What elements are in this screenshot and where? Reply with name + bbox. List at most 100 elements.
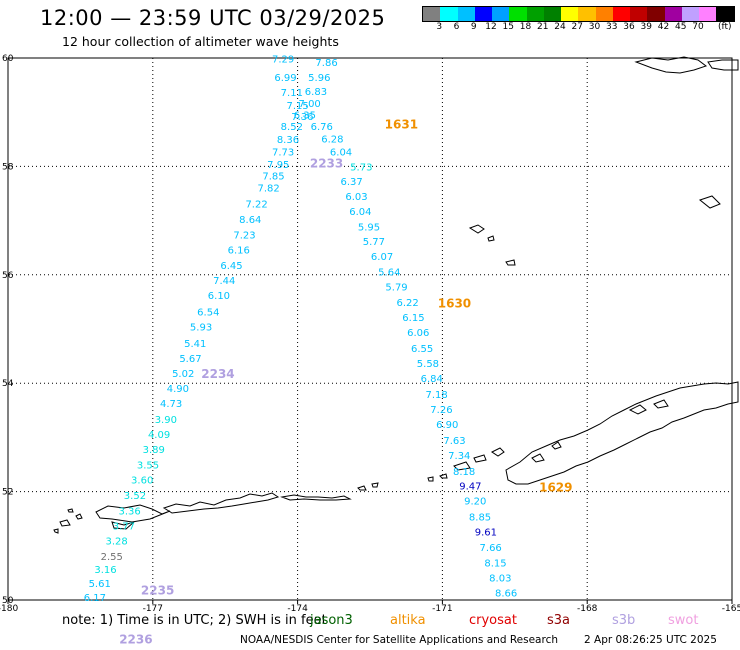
wave-height-value: 5.64 — [378, 267, 400, 278]
wave-height-value: 6.17 — [84, 593, 106, 604]
colorbar-swatch — [526, 7, 544, 21]
wave-height-value: 4.09 — [148, 430, 170, 441]
satellite-legend-altika: altika — [390, 613, 426, 628]
colorbar-unit: (ft) — [718, 22, 732, 32]
pass-time-label: 1630 — [438, 296, 471, 310]
satellite-legend-cryosat: cryosat — [469, 613, 517, 628]
wave-height-value: 5.02 — [172, 369, 194, 380]
wave-height-value: 7.34 — [448, 451, 470, 462]
wave-height-value: 6.07 — [371, 252, 393, 263]
wave-height-value: 5.93 — [190, 323, 212, 334]
satellite-legend-s3a: s3a — [547, 613, 571, 628]
wave-height-value: 8.64 — [239, 215, 261, 226]
colorbar-tick-label: 24 — [554, 22, 566, 32]
wave-height-value: 7.95 — [267, 160, 289, 171]
colorbar-swatch — [612, 7, 630, 21]
map-frame — [7, 57, 733, 601]
lat-tick-label: 54 — [2, 379, 14, 389]
wave-height-value: 3.89 — [143, 445, 165, 456]
colorbar-tick-label: 36 — [623, 22, 635, 32]
lat-tick-label: 56 — [2, 271, 14, 281]
lon-tick-label: -168 — [577, 604, 598, 614]
wave-height-value: 6.04 — [330, 148, 352, 159]
colorbar-tick-label: 33 — [606, 22, 618, 32]
colorbar-swatch — [457, 7, 475, 21]
colorbar-swatch — [474, 7, 492, 21]
wave-height-value: 6.15 — [402, 313, 424, 324]
satellite-legend-jason3: jason3 — [310, 613, 353, 628]
wave-height-value: 6.35 — [294, 111, 316, 122]
lat-tick-label: 50 — [2, 596, 14, 606]
wave-height-value: 5.79 — [385, 283, 407, 294]
wave-height-value: 7.44 — [213, 276, 235, 287]
lat-tick-label: 52 — [2, 488, 13, 498]
pass-time-label: 2235 — [141, 584, 174, 598]
lat-tick-label: 60 — [2, 54, 14, 64]
wave-height-value: 7.63 — [443, 436, 465, 447]
wave-height-value: 2.55 — [101, 552, 123, 563]
wave-height-value: 7.66 — [480, 543, 502, 554]
wave-height-value: 5.77 — [363, 237, 385, 248]
colorbar-tick-label: 30 — [588, 22, 601, 32]
colorbar-tick-label: 15 — [502, 22, 514, 32]
coastline — [53, 56, 739, 534]
wave-height-value: 6.37 — [341, 177, 363, 188]
wave-height-value: 7.86 — [315, 58, 337, 69]
colorbar-swatch — [630, 7, 648, 21]
wave-height-value: 5.67 — [179, 354, 201, 365]
chart-subtitle: 12 hour collection of altimeter wave hei… — [62, 34, 339, 49]
wave-height-value: 3.28 — [105, 537, 127, 548]
colorbar-tick-label: 70 — [692, 22, 704, 32]
wave-height-value: 7.15 — [286, 101, 308, 112]
pass-time-label: 1631 — [385, 117, 418, 131]
colorbar-swatch — [561, 7, 579, 21]
lat-lon-grid — [8, 58, 732, 600]
wave-height-value: 8.03 — [489, 574, 511, 585]
wave-height-value: 9.20 — [464, 497, 486, 508]
lon-tick-label: -165 — [722, 604, 740, 614]
chart-title: 12:00 — 23:59 UTC 03/29/2025 — [40, 6, 386, 30]
colorbar-swatch — [595, 7, 613, 21]
wave-height-value: 6.83 — [305, 87, 327, 98]
pass-time-label: 2236 — [119, 632, 152, 646]
wave-height-value: 5.58 — [417, 359, 439, 370]
lon-tick-label: -177 — [143, 604, 163, 614]
colorbar-tick-label: 39 — [640, 22, 652, 32]
colorbar-swatch — [578, 7, 596, 21]
wave-height-value: 8.36 — [277, 135, 299, 146]
wave-height-value: 7.00 — [299, 99, 321, 110]
wave-height-value: 7.82 — [258, 183, 280, 194]
lon-tick-label: -174 — [287, 604, 308, 614]
wave-height-value: 9.61 — [475, 528, 497, 539]
wave-height-value: 5.95 — [358, 222, 380, 233]
colorbar-ticks: 3 6 9 12 15 18 21 24 27 30 33 36 39 42 45 70 — [422, 22, 740, 36]
wave-height-value: 6.76 — [311, 122, 333, 133]
lat-tick-label: 58 — [2, 162, 14, 172]
wave-height-value: 3.90 — [155, 415, 177, 426]
wave-height-value: 6.22 — [397, 298, 419, 309]
colorbar-swatch — [681, 7, 699, 21]
colorbar-tick-label: 21 — [537, 22, 549, 32]
wave-height-value: 6.84 — [421, 374, 443, 385]
colorbar-swatch — [716, 7, 734, 21]
colorbar-tick-label: 45 — [675, 22, 687, 32]
lon-tick-label: -171 — [432, 604, 452, 614]
wave-height-value: 9.47 — [459, 481, 481, 492]
wave-height-value: 6.06 — [407, 328, 429, 339]
wave-height-value: 7.85 — [262, 171, 284, 182]
wave-height-value: 6.99 — [274, 73, 296, 84]
wave-height-value: 3.36 — [118, 506, 140, 517]
wave-height-value: 3.52 — [124, 491, 146, 502]
wave-height-value: 6.10 — [208, 291, 230, 302]
colorbar-swatch — [509, 7, 527, 21]
colorbar-swatch — [492, 7, 510, 21]
wave-height-value: 3.55 — [137, 460, 159, 471]
wave-height-value: 6.04 — [349, 207, 371, 218]
wave-height-value: 4.90 — [167, 384, 189, 395]
wave-height-value: 7.18 — [425, 390, 447, 401]
wave-height-value: 8.66 — [495, 589, 517, 600]
wave-height-value: 6.55 — [411, 344, 433, 355]
wave-height-value: 7.23 — [233, 230, 255, 241]
pass-time-label: 2233 — [310, 156, 343, 170]
